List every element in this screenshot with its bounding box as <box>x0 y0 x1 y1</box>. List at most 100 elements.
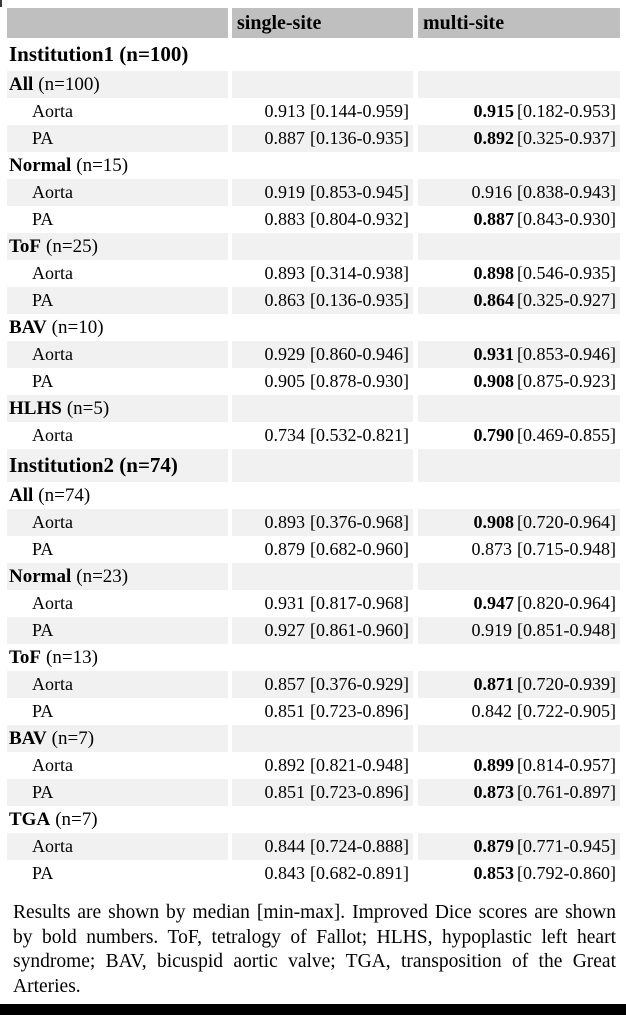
single-site-value-cell <box>232 38 413 71</box>
row-label-cell: Aorta <box>7 509 228 536</box>
row-label-cell: Aorta <box>7 590 228 617</box>
structure-label: Aorta <box>32 755 73 775</box>
single-site-median: 0.919 <box>264 182 306 202</box>
group-label: ToF <box>9 235 42 257</box>
single-site-value-cell: 0.893 [0.314-0.938] <box>232 260 413 287</box>
single-site-value-cell <box>232 152 413 179</box>
table-row-group: BAV (n=10) <box>7 314 620 341</box>
table-row-data: Aorta 0.919 [0.853-0.945] 0.916 [0.838-0.943… <box>7 179 620 206</box>
multi-site-value-cell: 0.871 [0.720-0.939] <box>418 671 620 698</box>
row-label-cell: PA <box>7 698 228 725</box>
multi-site-range: [0.814-0.957] <box>517 755 616 775</box>
multi-site-value-cell <box>418 482 620 509</box>
multi-site-median: 0.853 <box>473 863 515 883</box>
single-site-range: [0.682-0.960] <box>310 539 409 559</box>
multi-site-median: 0.908 <box>473 512 515 532</box>
multi-site-value-cell: 0.919 [0.851-0.948] <box>418 617 620 644</box>
table-row-group: BAV (n=7) <box>7 725 620 752</box>
row-label-cell: Aorta <box>7 671 228 698</box>
group-label: All <box>9 73 34 95</box>
single-site-value-cell: 0.843 [0.682-0.891] <box>232 860 413 887</box>
table-row-data: Aorta 0.844 [0.724-0.888] 0.879 [0.771-0.945… <box>7 833 620 860</box>
structure-label: Aorta <box>32 512 73 532</box>
multi-site-value-cell <box>418 71 620 98</box>
table-row-group: HLHS (n=5) <box>7 395 620 422</box>
table-row-data: PA 0.887 [0.136-0.935] 0.892 [0.325-0.937] <box>7 125 620 152</box>
multi-site-range: [0.720-0.964] <box>517 512 616 532</box>
single-site-value-cell <box>232 233 413 260</box>
structure-label: PA <box>32 371 54 391</box>
row-label-cell: PA <box>7 617 228 644</box>
single-site-median: 0.893 <box>264 512 306 532</box>
table-row-data: PA 0.879 [0.682-0.960] 0.873 [0.715-0.948] <box>7 536 620 563</box>
multi-site-value-cell <box>418 644 620 671</box>
multi-site-range: [0.325-0.927] <box>517 290 616 310</box>
single-site-value-cell: 0.887 [0.136-0.935] <box>232 125 413 152</box>
multi-site-value-cell: 0.898 [0.546-0.935] <box>418 260 620 287</box>
row-label-cell: ToF (n=13) <box>7 644 228 671</box>
group-label: Normal <box>9 154 72 176</box>
row-label-cell: PA <box>7 125 228 152</box>
row-label-cell: BAV (n=7) <box>7 725 228 752</box>
row-label-cell: Aorta <box>7 833 228 860</box>
multi-site-value-cell: 0.908 [0.875-0.923] <box>418 368 620 395</box>
single-site-value-cell <box>232 644 413 671</box>
single-site-value-cell <box>232 725 413 752</box>
structure-label: Aorta <box>32 344 73 364</box>
multi-site-value-cell <box>418 152 620 179</box>
row-label-cell: BAV (n=10) <box>7 314 228 341</box>
multi-site-median: 0.919 <box>471 620 513 640</box>
header-cell-single-site: single-site <box>232 8 413 38</box>
single-site-range: [0.878-0.930] <box>310 371 409 391</box>
multi-site-value-cell <box>418 233 620 260</box>
multi-site-range: [0.820-0.964] <box>517 593 616 613</box>
multi-site-median: 0.908 <box>473 371 515 391</box>
table-row-institution: Institution2 (n=74) <box>7 449 620 482</box>
table-body: Institution1 (n=100) All (n=100) Aorta 0.913… <box>7 38 620 887</box>
structure-label: PA <box>32 701 54 721</box>
table-header-row: single-site multi-site <box>7 8 620 38</box>
group-n-count: (n=100) <box>38 73 100 95</box>
single-site-median: 0.913 <box>264 101 306 121</box>
group-label: Normal <box>9 565 72 587</box>
row-label-cell: All (n=100) <box>7 71 228 98</box>
table-row-data: Aorta 0.893 [0.314-0.938] 0.898 [0.546-0.935… <box>7 260 620 287</box>
structure-label: Aorta <box>32 674 73 694</box>
row-label-cell: TGA (n=7) <box>7 806 228 833</box>
single-site-median: 0.843 <box>264 863 306 883</box>
multi-site-value-cell: 0.873 [0.715-0.948] <box>418 536 620 563</box>
single-site-median: 0.851 <box>264 782 306 802</box>
row-label-cell: PA <box>7 779 228 806</box>
structure-label: PA <box>32 209 54 229</box>
multi-site-range: [0.792-0.860] <box>517 863 616 883</box>
table-row-group: ToF (n=25) <box>7 233 620 260</box>
single-site-median: 0.844 <box>264 836 306 856</box>
table-row-data: Aorta 0.857 [0.376-0.929] 0.871 [0.720-0.939… <box>7 671 620 698</box>
single-site-value-cell: 0.851 [0.723-0.896] <box>232 698 413 725</box>
single-site-range: [0.804-0.932] <box>310 209 409 229</box>
single-site-range: [0.376-0.929] <box>310 674 409 694</box>
single-site-range: [0.682-0.891] <box>310 863 409 883</box>
group-label: ToF <box>9 646 42 668</box>
multi-site-value-cell: 0.873 [0.761-0.897] <box>418 779 620 806</box>
table-row-data: Aorta 0.929 [0.860-0.946] 0.931 [0.853-0.946… <box>7 341 620 368</box>
table-row-group: TGA (n=7) <box>7 806 620 833</box>
header-cell-empty <box>7 8 228 38</box>
row-label-cell: Aorta <box>7 422 228 449</box>
multi-site-range: [0.722-0.905] <box>517 701 616 721</box>
structure-label: Aorta <box>32 425 73 445</box>
multi-site-value-cell: 0.842 [0.722-0.905] <box>418 698 620 725</box>
group-n-count: (n=25) <box>46 235 98 257</box>
row-label-cell: PA <box>7 860 228 887</box>
single-site-value-cell <box>232 806 413 833</box>
table-row-data: Aorta 0.893 [0.376-0.968] 0.908 [0.720-0.964… <box>7 509 620 536</box>
group-n-count: (n=23) <box>76 565 129 587</box>
multi-site-value-cell: 0.931 [0.853-0.946] <box>418 341 620 368</box>
single-site-value-cell: 0.927 [0.861-0.960] <box>232 617 413 644</box>
single-site-median: 0.851 <box>264 701 306 721</box>
multi-site-value-cell: 0.899 [0.814-0.957] <box>418 752 620 779</box>
multi-site-value-cell: 0.887 [0.843-0.930] <box>418 206 620 233</box>
table-footnote: Results are shown by median [min-max]. I… <box>13 902 616 997</box>
row-label-cell: Normal (n=23) <box>7 563 228 590</box>
row-label-cell: PA <box>7 206 228 233</box>
